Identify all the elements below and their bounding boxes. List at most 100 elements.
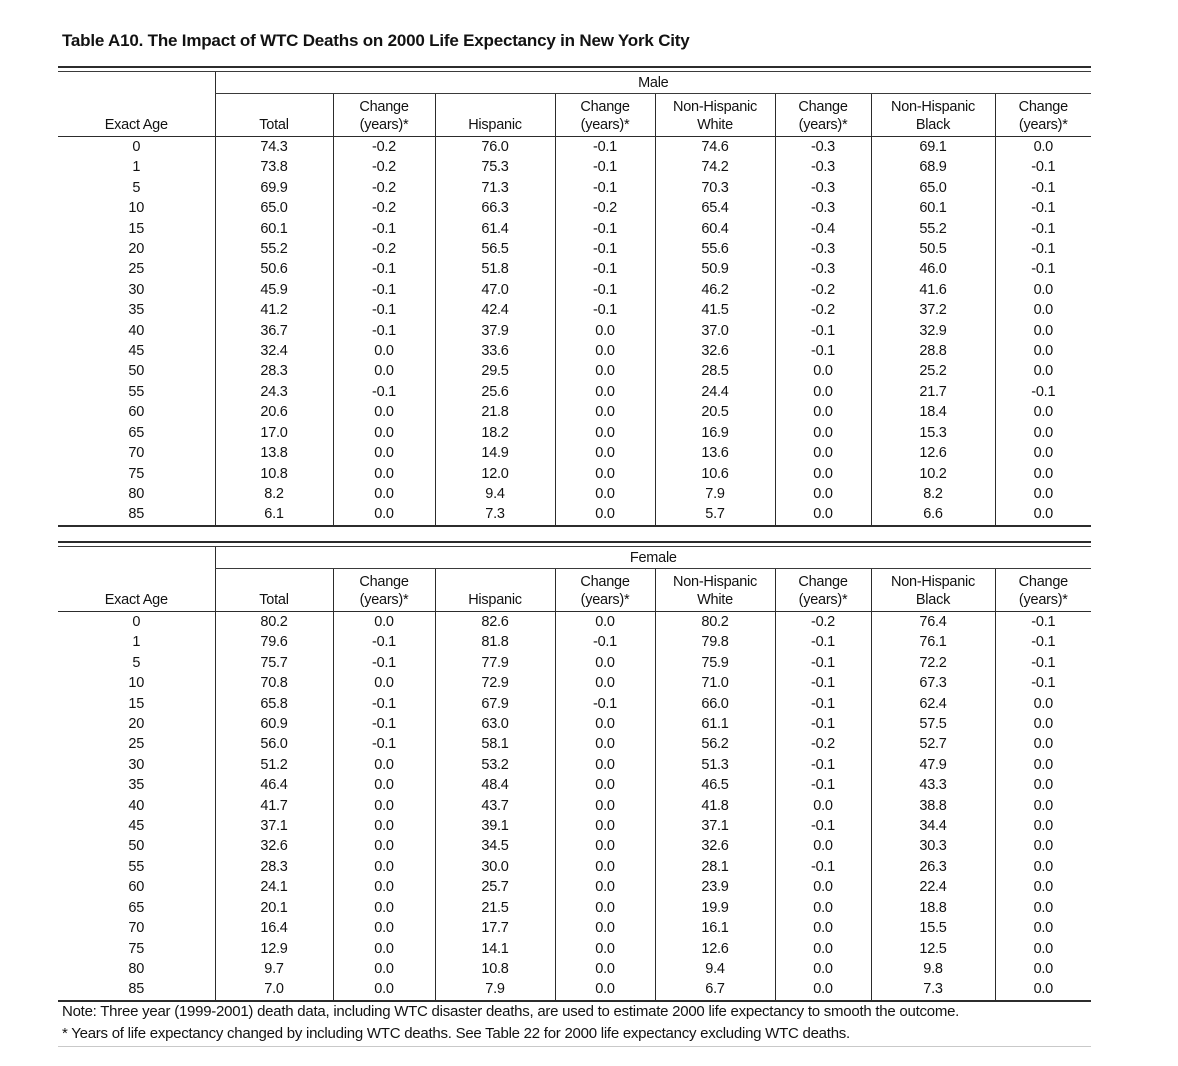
cell: 80 (128, 960, 145, 977)
header-line (216, 98, 333, 116)
cell: -0.1 (554, 157, 655, 178)
table-row: 5 69.9 -0.2 71.3 -0.1 70.3 -0.3 65.0 -0.1 (58, 177, 1092, 199)
cell: 0.0 (332, 443, 435, 464)
cell: 0.0 (994, 816, 1092, 837)
cell: 50.6 (214, 259, 333, 280)
column-header-nh-white: Non-Hispanic White (654, 568, 775, 612)
cell: 67.9 (434, 693, 555, 715)
cell: -0.1 (774, 816, 871, 837)
cell: 79.6 (214, 632, 333, 653)
top-double-rule (58, 66, 1091, 72)
cell: 0.0 (994, 320, 1092, 342)
cell: 55 (128, 383, 145, 400)
cell: 0.0 (994, 361, 1092, 382)
cell: 0.0 (554, 463, 655, 484)
header-line (216, 573, 333, 591)
cell: -0.1 (332, 714, 435, 735)
cell: 55.2 (214, 239, 333, 260)
cell: 28.3 (214, 361, 333, 382)
cell: 38.8 (870, 795, 995, 817)
cell: -0.2 (554, 198, 655, 219)
table-row: 30 45.9 -0.1 47.0 -0.1 46.2 -0.2 41.6 0.0 (58, 279, 1092, 301)
cell: 41.2 (214, 300, 333, 321)
cell: 0.0 (774, 938, 871, 959)
cell: 60.1 (870, 198, 995, 219)
cell: 26.3 (870, 856, 995, 878)
cell: 0.0 (774, 443, 871, 464)
cell: 0.0 (332, 422, 435, 444)
cell: 0.0 (554, 754, 655, 776)
cell: -0.1 (994, 381, 1092, 403)
cell: 34.5 (434, 836, 555, 857)
cell: 21.5 (434, 897, 555, 919)
cell: 15.5 (870, 918, 995, 939)
table-row: 45 32.4 0.0 33.6 0.0 32.6 -0.1 28.8 0.0 (58, 341, 1092, 362)
cell: 0.0 (554, 422, 655, 444)
cell: 9.7 (214, 958, 333, 980)
table-row: 35 46.4 0.0 48.4 0.0 46.5 -0.1 43.3 0.0 (58, 775, 1092, 796)
cell: 81.8 (434, 632, 555, 653)
cell: 75.7 (214, 652, 333, 674)
sex-group-label-male: Male (214, 72, 1092, 94)
table-row: 40 41.7 0.0 43.7 0.0 41.8 0.0 38.8 0.0 (58, 795, 1092, 817)
cell: 39.1 (434, 816, 555, 837)
cell: 24.3 (214, 381, 333, 403)
cell: 0.0 (332, 504, 435, 526)
cell: -0.1 (994, 259, 1092, 280)
cell: 0.0 (994, 856, 1092, 878)
cell: 20.6 (214, 402, 333, 423)
cell: -0.1 (554, 177, 655, 199)
cell: 0.0 (332, 958, 435, 980)
cell: 25 (128, 261, 145, 278)
male-table-body: 0 74.3 -0.2 76.0 -0.1 74.6 -0.3 69.1 0.0 1 73.8 -0.… (58, 136, 1092, 526)
cell: -0.1 (774, 632, 871, 653)
cell: 25.7 (434, 877, 555, 898)
cell: -0.1 (994, 218, 1092, 240)
cell: 85 (128, 506, 145, 523)
cell: 75 (128, 940, 145, 957)
table-row: 45 37.1 0.0 39.1 0.0 37.1 -0.1 34.4 0.0 (58, 816, 1092, 837)
cell: 65.4 (654, 198, 775, 219)
cell: 30 (128, 281, 145, 298)
cell: 32.4 (214, 341, 333, 362)
cell: 0.0 (994, 443, 1092, 464)
cell: 0.0 (332, 402, 435, 423)
cell: -0.1 (332, 632, 435, 653)
cell: 0.0 (554, 877, 655, 898)
header-line: Total (259, 592, 289, 608)
cell: 0.0 (554, 714, 655, 735)
cell: 65 (128, 424, 145, 441)
cell: 0.0 (332, 673, 435, 694)
cell: 77.9 (434, 652, 555, 674)
cell: 32.6 (654, 836, 775, 857)
cell: -0.1 (554, 239, 655, 260)
column-header-hispanic: Hispanic (434, 93, 555, 137)
cell: 0.0 (774, 958, 871, 980)
cell: 53.2 (434, 754, 555, 776)
cell: 30.0 (434, 856, 555, 878)
cell: 0.0 (332, 897, 435, 919)
cell: 70 (128, 445, 145, 462)
cell: 80.2 (654, 611, 775, 633)
cell: 0.0 (554, 795, 655, 817)
cell: -0.1 (774, 754, 871, 776)
cell: 12.5 (870, 938, 995, 959)
cell: 0.0 (332, 938, 435, 959)
cell: 70 (128, 920, 145, 937)
cell: 0.0 (554, 611, 655, 633)
cell: 37.1 (654, 816, 775, 837)
cell: 0.0 (332, 856, 435, 878)
cell: 10.8 (214, 463, 333, 484)
cell: 40 (128, 797, 145, 814)
cell: -0.3 (774, 198, 871, 219)
column-header-change-3: Change (years)* (774, 568, 871, 612)
table-row: 55 24.3 -0.1 25.6 0.0 24.4 0.0 21.7 -0.1 (58, 381, 1092, 403)
cell: 56.0 (214, 734, 333, 755)
cell: -0.1 (994, 611, 1092, 633)
table-row: 1 73.8 -0.2 75.3 -0.1 74.2 -0.3 68.9 -0.1 (58, 157, 1092, 178)
cell: 5 (132, 654, 141, 671)
column-header-nh-black: Non-Hispanic Black (870, 93, 995, 137)
cell: 5.7 (654, 504, 775, 526)
cell: 0.0 (774, 979, 871, 1001)
table-row: 75 12.9 0.0 14.1 0.0 12.6 0.0 12.5 0.0 (58, 938, 1092, 959)
